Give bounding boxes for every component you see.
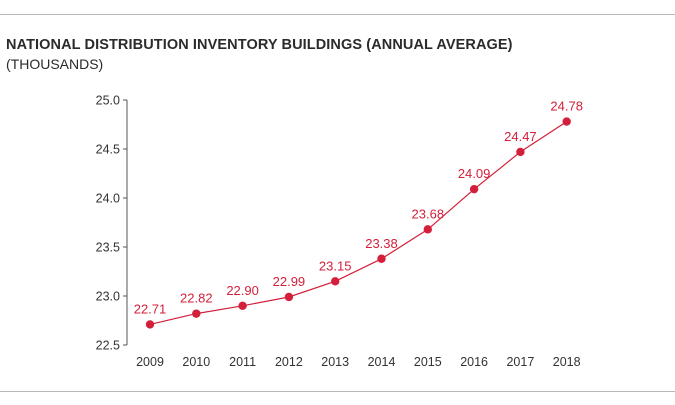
x-tick-label: 2009 xyxy=(136,355,164,369)
y-tick-label: 24.0 xyxy=(96,192,120,206)
bottom-divider xyxy=(0,391,675,392)
data-point xyxy=(469,184,479,194)
data-label: 22.82 xyxy=(180,291,213,306)
y-tick-label: 25.0 xyxy=(96,94,120,108)
data-point xyxy=(331,277,340,286)
x-tick-label: 2013 xyxy=(321,355,349,369)
data-label: 23.68 xyxy=(412,206,445,221)
series-line xyxy=(149,121,568,325)
x-tick-label: 2017 xyxy=(506,355,534,369)
y-tick-label: 23.5 xyxy=(96,241,120,255)
chart-subtitle: (THOUSANDS) xyxy=(6,56,104,72)
data-point xyxy=(377,254,386,263)
data-label: 24.09 xyxy=(458,166,491,181)
data-point xyxy=(423,225,432,234)
x-tick-label: 2018 xyxy=(553,355,581,369)
data-label: 22.71 xyxy=(134,301,167,316)
chart-title: NATIONAL DISTRIBUTION INVENTORY BUILDING… xyxy=(6,37,513,53)
y-tick-label: 22.5 xyxy=(96,339,120,353)
y-tick-label: 23.0 xyxy=(96,290,120,304)
data-label: 22.90 xyxy=(226,283,259,298)
data-label: 24.78 xyxy=(550,99,583,114)
data-label: 24.47 xyxy=(504,129,537,144)
top-divider xyxy=(0,14,675,15)
data-label: 23.38 xyxy=(365,236,398,251)
data-point xyxy=(145,320,155,329)
data-point xyxy=(238,301,247,310)
x-tick-label: 2010 xyxy=(182,355,210,369)
x-tick-label: 2012 xyxy=(275,355,303,369)
x-tick-label: 2014 xyxy=(368,355,396,369)
y-tick-label: 24.5 xyxy=(96,143,120,157)
data-point xyxy=(562,117,571,126)
data-point xyxy=(516,147,525,157)
data-point xyxy=(192,309,201,318)
x-tick-label: 2011 xyxy=(229,355,256,369)
data-label: 22.99 xyxy=(273,274,306,289)
x-tick-label: 2015 xyxy=(414,355,442,369)
data-label: 23.15 xyxy=(319,258,352,273)
x-tick-label: 2016 xyxy=(460,355,488,369)
data-point xyxy=(284,292,294,302)
